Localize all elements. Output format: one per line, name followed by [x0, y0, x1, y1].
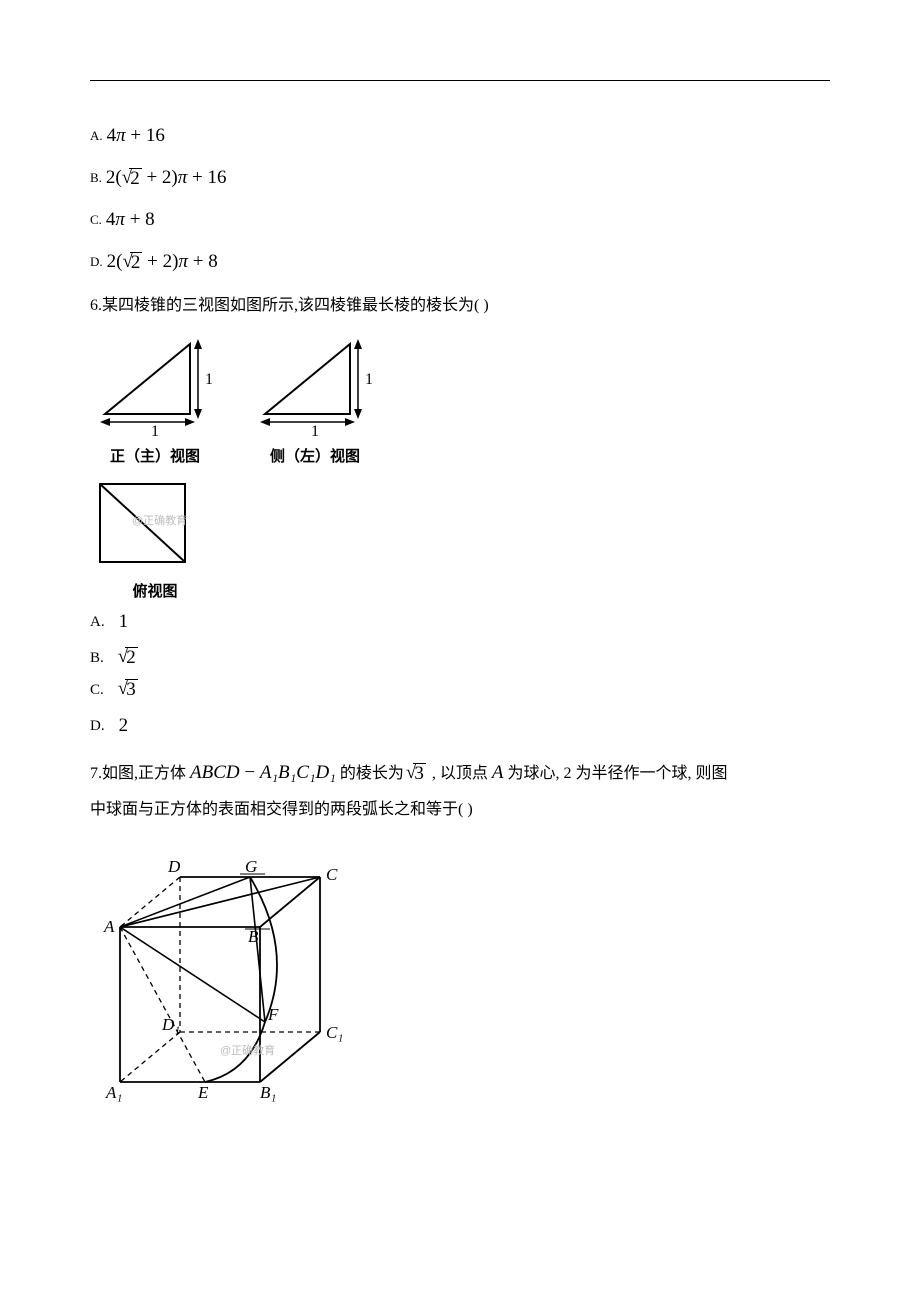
side-view-block: 1 1 侧（左）视图 — [250, 329, 380, 466]
question-6-text: 6.某四棱锥的三视图如图所示,该四棱锥最长棱的棱长为( ) — [90, 291, 830, 321]
svg-text:D: D — [167, 857, 181, 876]
svg-text:F: F — [267, 1005, 279, 1024]
svg-text:E: E — [197, 1083, 209, 1102]
top-view-block: @正确教育 俯视图 — [90, 476, 220, 601]
option-value: 1 — [119, 603, 129, 641]
option-label: D. — [90, 249, 103, 275]
option-5a: A. 4π + 16 — [90, 117, 830, 155]
svg-text:B₁: B₁ — [260, 1083, 276, 1102]
option-5b: B. 2(√2 + 2)π + 16 — [90, 159, 830, 197]
option-label: B. — [90, 165, 102, 191]
document-page: A. 4π + 16 B. 2(√2 + 2)π + 16 C. 4π + 8 … — [0, 0, 920, 1167]
svg-text:C: C — [326, 865, 338, 884]
cube-figure-block: D G C A B D₁ F C₁ A₁ E B₁ @正确教育 — [90, 832, 370, 1107]
math-expr: 2(√2 + 2)π + 8 — [107, 243, 218, 281]
option-label: C. — [90, 207, 102, 233]
views-row-1: 1 1 正（主）视图 1 1 侧（左）视图 — [90, 329, 830, 466]
option-6d: D. 2 — [90, 707, 830, 745]
front-view-block: 1 1 正（主）视图 — [90, 329, 220, 466]
side-view-dim-label: 1 — [311, 423, 319, 441]
svg-text:B: B — [248, 927, 259, 946]
side-view-caption: 侧（左）视图 — [270, 445, 360, 466]
svg-text:1: 1 — [365, 371, 373, 388]
front-view-dim-label: 1 — [151, 423, 159, 441]
watermark-icon: @正确教育 — [132, 512, 187, 528]
svg-text:D₁: D₁ — [161, 1015, 180, 1034]
option-6b: B. √2 — [90, 643, 830, 673]
option-label: A. — [90, 607, 105, 637]
math-expr: 2(√2 + 2)π + 16 — [106, 159, 227, 197]
front-view-caption: 正（主）视图 — [110, 445, 200, 466]
top-rule — [90, 80, 830, 81]
cube-diagram: D G C A B D₁ F C₁ A₁ E B₁ — [90, 832, 360, 1102]
option-label: B. — [90, 643, 104, 673]
option-6c: C. √3 — [90, 675, 830, 705]
option-6a: A. 1 — [90, 603, 830, 641]
question-7-text-line1: 7.如图,正方体 ABCD − A₁B₁C₁D₁ 的棱长为√3 , 以顶点 A … — [90, 755, 830, 791]
option-value: √3 — [118, 679, 138, 701]
svg-text:A₁: A₁ — [105, 1083, 122, 1102]
option-label: C. — [90, 675, 104, 705]
math-expr: 4π + 8 — [106, 201, 155, 239]
side-view-diagram: 1 — [250, 329, 380, 429]
svg-text:1: 1 — [205, 371, 213, 388]
q6-options: A. 1 B. √2 C. √3 D. 2 — [90, 603, 830, 745]
option-label: A. — [90, 123, 103, 149]
top-view-caption: 俯视图 — [90, 580, 220, 601]
math-expr: 4π + 16 — [107, 117, 165, 155]
option-5d: D. 2(√2 + 2)π + 8 — [90, 243, 830, 281]
option-5c: C. 4π + 8 — [90, 201, 830, 239]
question-7-text-line2: 中球面与正方体的表面相交得到的两段弧长之和等于( ) — [90, 795, 830, 825]
option-value: √2 — [118, 647, 138, 669]
svg-text:G: G — [245, 857, 257, 876]
svg-text:C₁: C₁ — [326, 1023, 343, 1042]
svg-text:A: A — [103, 917, 115, 936]
front-view-diagram: 1 — [90, 329, 220, 429]
watermark-icon: @正确教育 — [220, 1042, 275, 1058]
option-value: 2 — [119, 707, 129, 745]
option-label: D. — [90, 711, 105, 741]
